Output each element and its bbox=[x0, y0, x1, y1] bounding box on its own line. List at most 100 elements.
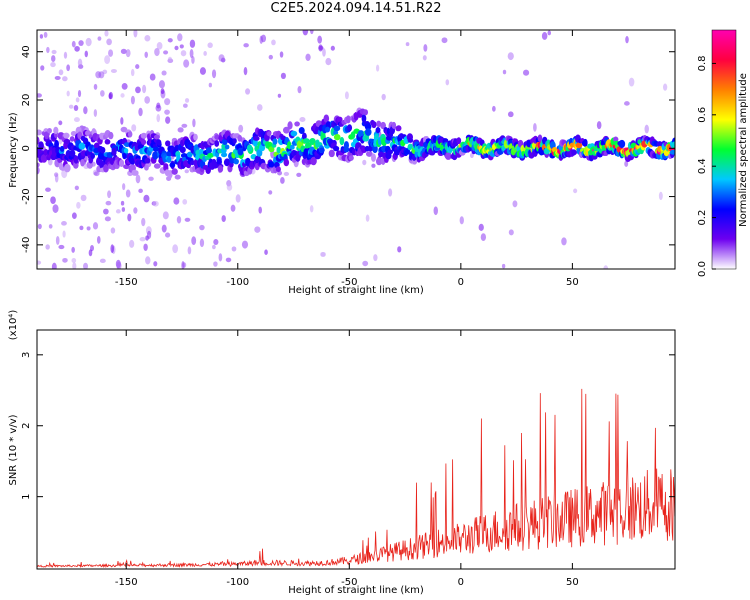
spectrogram-speck bbox=[397, 246, 402, 253]
spectrogram-cell bbox=[70, 131, 77, 137]
spectrogram-speck bbox=[130, 95, 135, 105]
spectrogram-cell bbox=[99, 146, 106, 154]
spectrogram-speck bbox=[213, 239, 219, 245]
spectrogram-speck bbox=[45, 244, 50, 250]
spectrogram-cell bbox=[37, 136, 40, 145]
spectrogram-speck bbox=[280, 72, 286, 80]
spectrogram-x-tick-label: 50 bbox=[566, 277, 579, 288]
spectrogram-cell bbox=[380, 121, 387, 130]
spectrogram-speck bbox=[104, 55, 111, 65]
chart-title: C2E5.2024.094.14.51.R22 bbox=[270, 1, 442, 16]
spectrogram-cell bbox=[669, 149, 675, 155]
spectrogram-speck bbox=[156, 102, 161, 109]
spectrogram-speck bbox=[43, 31, 48, 38]
spectrogram-cell bbox=[253, 136, 260, 141]
spectrogram-speck bbox=[297, 86, 302, 94]
spectrogram-speck bbox=[165, 232, 171, 238]
spectrogram-cell bbox=[301, 132, 307, 140]
spectrogram-speck bbox=[160, 88, 165, 95]
spectrogram-cell bbox=[152, 151, 159, 160]
spectrogram-speck bbox=[62, 230, 66, 238]
spectrogram-speck bbox=[110, 227, 116, 234]
spectrogram-cell bbox=[63, 138, 71, 145]
spectrogram-cell bbox=[575, 142, 583, 149]
spectrogram-speck bbox=[174, 174, 181, 180]
spectrogram-cell bbox=[211, 161, 219, 169]
spectrogram-cell bbox=[179, 146, 186, 154]
snr-x-axis-label: Height of straight line (km) bbox=[288, 585, 424, 596]
spectrogram-speck bbox=[68, 104, 74, 109]
spectrogram-speck bbox=[176, 215, 182, 224]
spectrogram-cell bbox=[214, 140, 220, 147]
spectrogram-speck bbox=[73, 117, 80, 123]
colorbar-label: Normalized spectral amplitude bbox=[738, 73, 749, 227]
spectrogram-speck bbox=[211, 69, 217, 79]
spectrogram-cell bbox=[348, 155, 354, 161]
spectrogram-cell bbox=[40, 154, 48, 163]
spectrogram-speck bbox=[110, 68, 117, 73]
colorbar-frame bbox=[711, 29, 737, 270]
spectrogram-speck bbox=[48, 224, 53, 229]
colorbar-tick-label: 0.4 bbox=[697, 158, 708, 174]
spectrogram-cell bbox=[205, 166, 211, 174]
spectrogram-y-tick-label: 40 bbox=[21, 45, 32, 58]
spectrogram-cell bbox=[333, 125, 341, 132]
spectrogram-cell bbox=[375, 127, 381, 134]
spectrogram-cell bbox=[361, 114, 367, 123]
spectrogram-cell bbox=[232, 137, 237, 144]
spectrogram-speck bbox=[512, 200, 518, 208]
spectrogram-cell bbox=[221, 138, 228, 145]
spectrogram-speck bbox=[173, 197, 180, 205]
spectrogram-speck bbox=[243, 43, 249, 48]
spectrogram-speck bbox=[322, 48, 326, 57]
spectrogram-speck bbox=[130, 68, 135, 77]
spectrogram-speck bbox=[507, 111, 514, 118]
snr-y-multiplier: (x10⁴) bbox=[8, 310, 19, 341]
spectrogram-speck bbox=[84, 50, 88, 58]
spectrogram-cell bbox=[129, 157, 136, 165]
spectrogram-speck bbox=[164, 109, 170, 115]
spectrogram-speck bbox=[189, 49, 194, 59]
spectrogram-cell bbox=[118, 159, 125, 167]
spectrogram-cell bbox=[122, 152, 127, 160]
spectrogram-speck bbox=[241, 240, 249, 249]
spectrogram-frame bbox=[36, 29, 676, 270]
spectrogram-cell bbox=[276, 146, 281, 154]
spectrogram-speck bbox=[184, 98, 190, 103]
spectrogram-cell bbox=[108, 131, 114, 140]
spectrogram-speck bbox=[73, 104, 79, 112]
spectrogram-speck bbox=[167, 56, 173, 62]
spectrogram-speck bbox=[182, 103, 188, 108]
spectrogram-speck bbox=[167, 38, 173, 43]
spectrogram-speck bbox=[156, 42, 163, 50]
spectrogram-speck bbox=[40, 65, 45, 71]
spectrogram-x-ticks: -150 -100 -50 0 50 bbox=[115, 30, 579, 288]
spectrogram-speck bbox=[93, 109, 98, 117]
spectrogram-speck bbox=[373, 254, 378, 262]
spectrogram-cell bbox=[298, 127, 305, 135]
spectrogram-speck bbox=[302, 30, 309, 36]
spectrogram-cell bbox=[171, 168, 178, 175]
snr-x-ticks: -150 -100 -50 0 50 bbox=[115, 330, 579, 588]
spectrogram-speck bbox=[116, 261, 122, 269]
spectrogram-speck bbox=[106, 38, 112, 46]
spectrogram-y-tick-label: -40 bbox=[21, 237, 32, 253]
spectrogram-cell bbox=[268, 161, 275, 168]
spectrogram-cell bbox=[103, 164, 109, 173]
spectrogram-speck bbox=[344, 91, 349, 100]
spectrogram-cell bbox=[37, 129, 42, 136]
spectrogram-cell bbox=[80, 159, 85, 167]
spectrogram-speck bbox=[92, 222, 99, 230]
spectrogram-speck bbox=[533, 122, 537, 132]
spectrogram-speck bbox=[95, 71, 102, 79]
spectrogram-cell bbox=[169, 162, 176, 168]
spectrogram-speck bbox=[254, 226, 261, 233]
spectrogram-speck bbox=[191, 55, 195, 64]
spectrogram-speck bbox=[141, 217, 146, 227]
spectrogram-cell bbox=[290, 130, 298, 137]
spectrogram-speck bbox=[144, 35, 151, 42]
spectrogram-cell bbox=[233, 158, 239, 165]
spectrogram-speck bbox=[184, 169, 189, 174]
spectrogram-cell bbox=[217, 165, 224, 173]
spectrogram-speck bbox=[192, 118, 196, 128]
